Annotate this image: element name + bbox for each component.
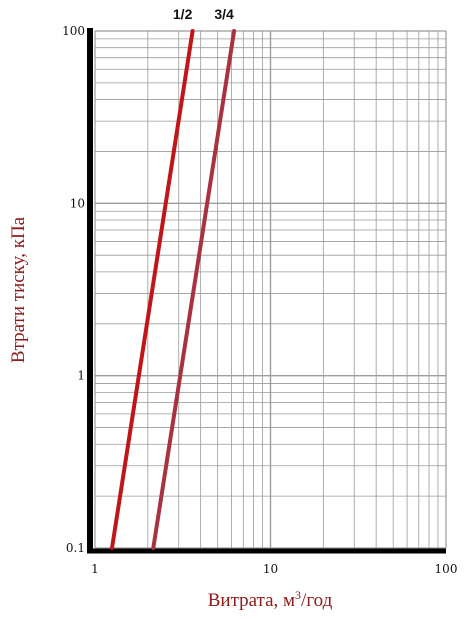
x-axis-title-sup: 3 [295, 588, 301, 602]
tick-labels: 0.1 1 10 100 1 10 100 [62, 24, 457, 576]
y-tick-label: 0.1 [66, 541, 85, 555]
series-label-1: 1/2 [173, 6, 193, 22]
series-line-1 [110, 29, 195, 550]
x-axis-title: Витрата, м3/год [208, 588, 333, 611]
axes [87, 28, 446, 554]
x-axis-title-main: Витрата, м [208, 590, 295, 611]
y-tick-label: 1 [77, 369, 85, 383]
series-line-2 [151, 29, 237, 550]
series-label-2: 3/4 [214, 6, 234, 22]
y-axis-title: Втрати тиску, кПа [8, 216, 29, 363]
series: 1/2 3/4 [110, 6, 237, 550]
x-tick-label: 100 [435, 562, 458, 576]
y-tick-label: 100 [62, 24, 85, 38]
x-axis-title-unit: /год [301, 590, 333, 611]
x-tick-label: 1 [91, 562, 99, 576]
y-tick-label: 10 [70, 196, 85, 210]
x-tick-label: 10 [263, 562, 278, 576]
grid [94, 30, 447, 549]
